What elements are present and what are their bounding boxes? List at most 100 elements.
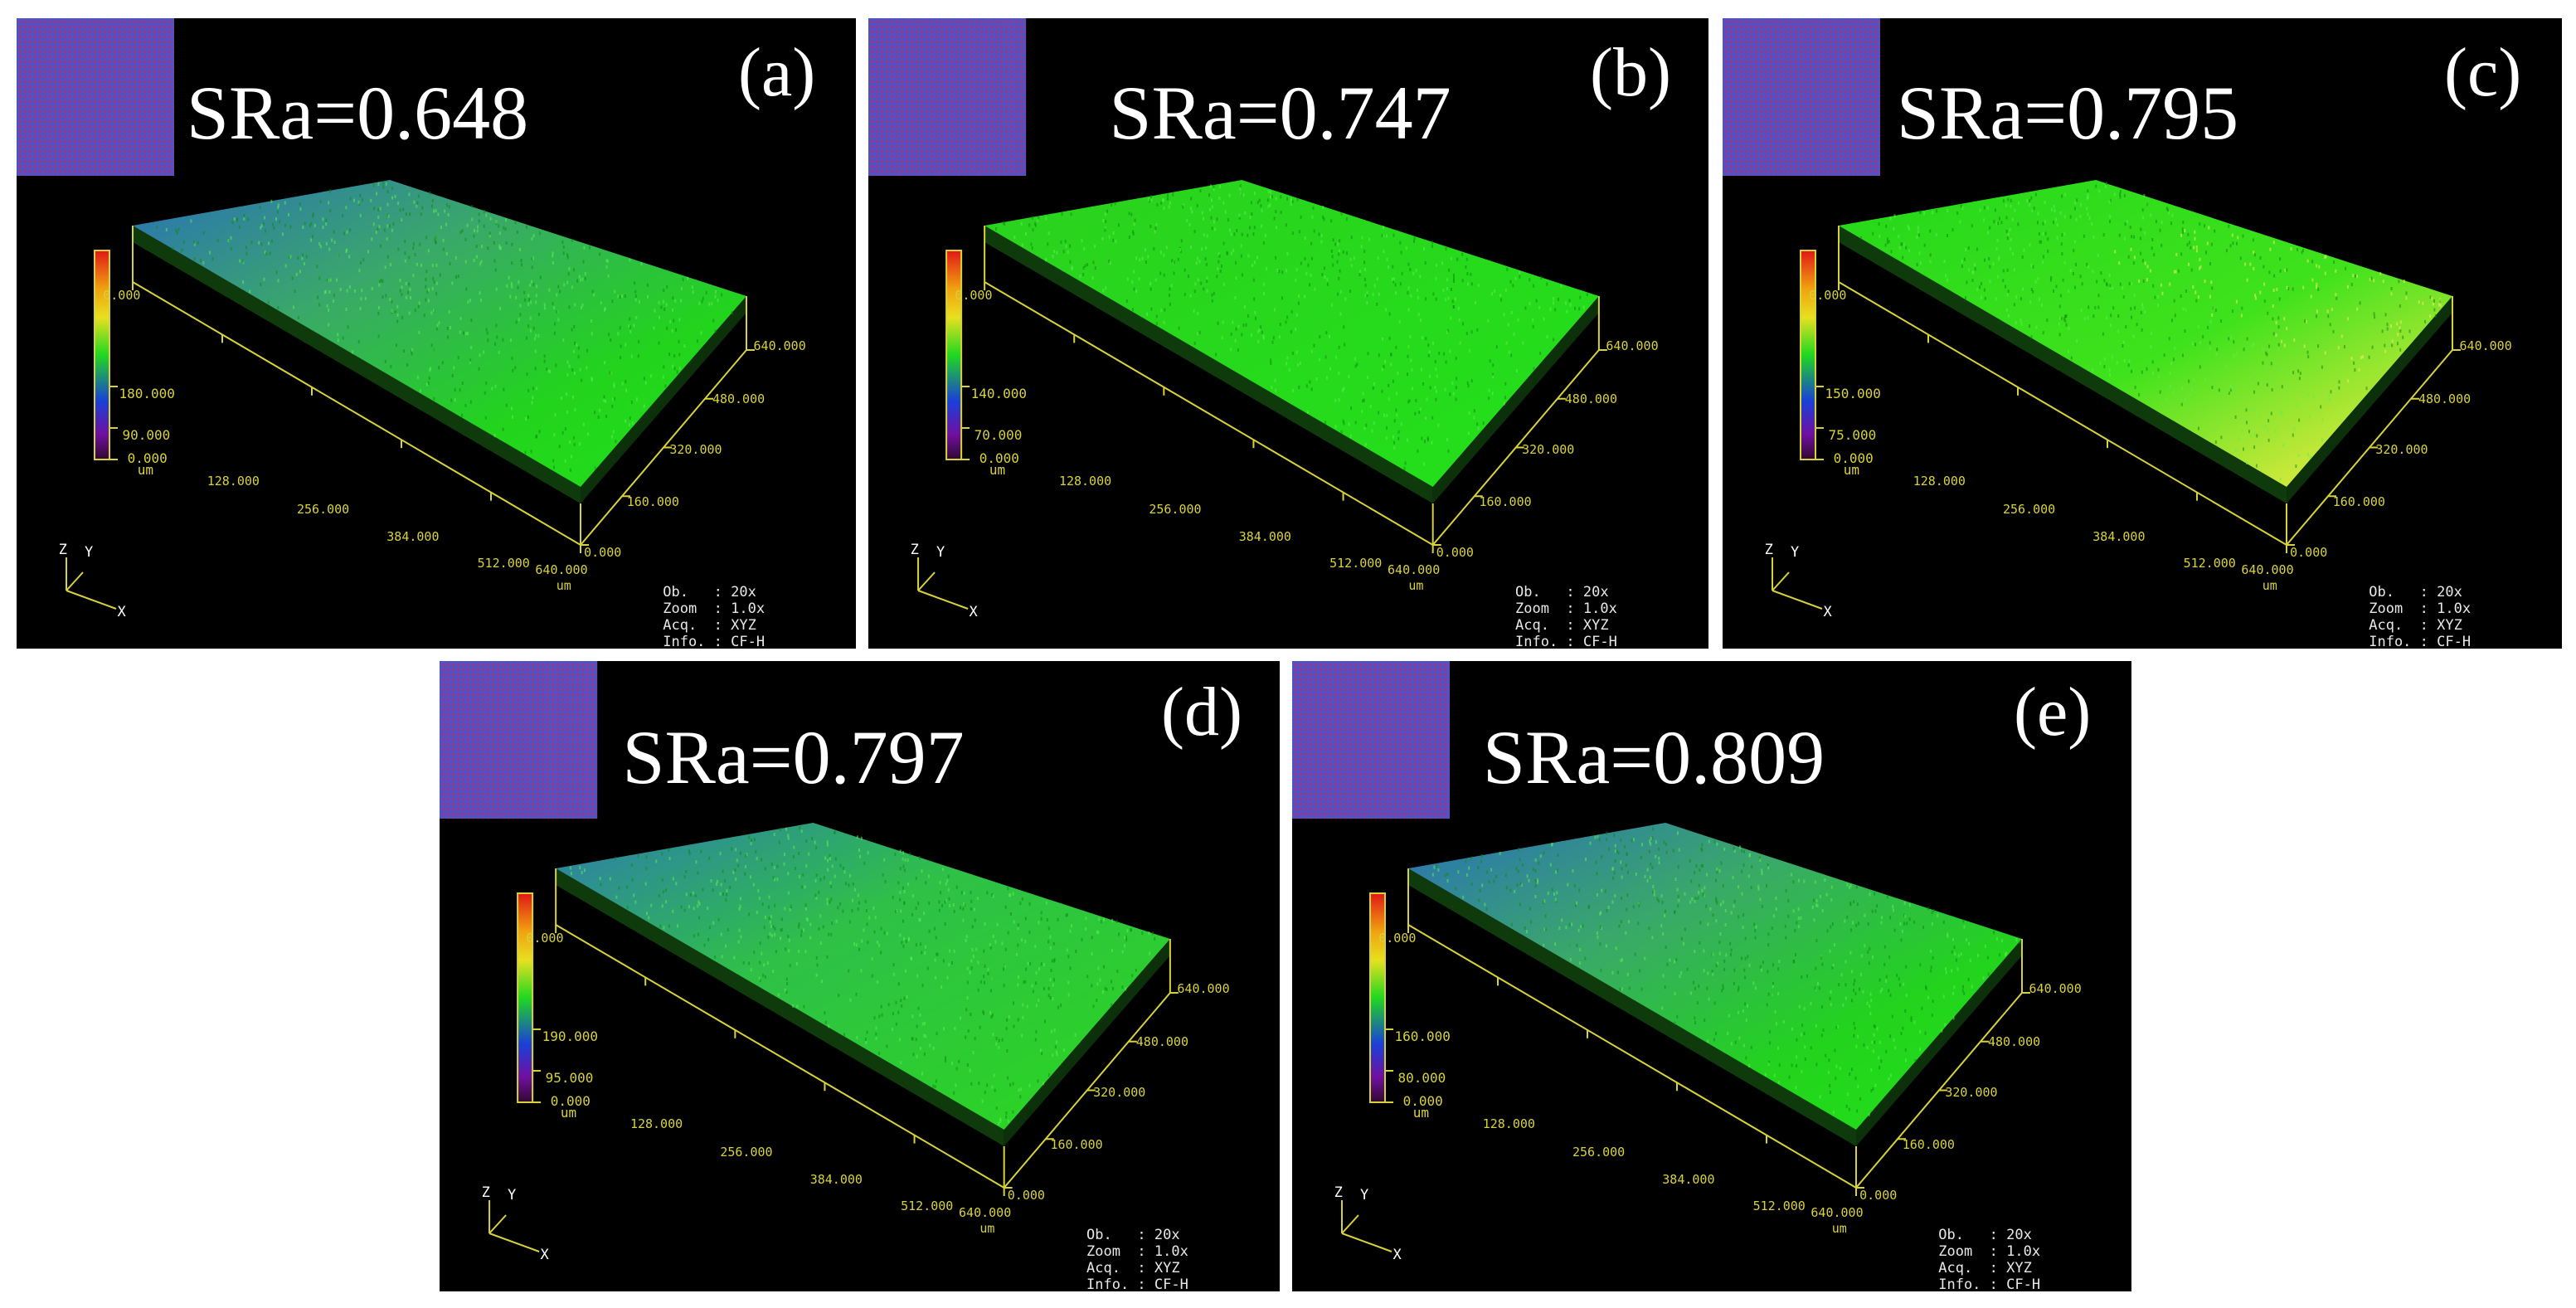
- scale-mid-label: 75.000: [1828, 427, 1877, 444]
- x-tick-label: 128.000: [629, 1116, 683, 1132]
- scale-top-label: 140.000: [970, 386, 1028, 402]
- y-tick-label: 480.000: [1564, 391, 1617, 406]
- axis-x-label: X: [1392, 1247, 1402, 1264]
- x-tick-label: 384.000: [809, 1171, 863, 1187]
- scale-zero-label: 0.000: [1833, 450, 1874, 467]
- panel-letter: (d): [1161, 673, 1242, 751]
- axis-z-label: Z: [910, 541, 919, 558]
- x-tick-label: 0.000: [103, 288, 141, 304]
- acquisition-info: Ob. : 20x Zoom : 1.0x Acq. : XYZ Info. :…: [1086, 1227, 1188, 1291]
- panel-letter: (e): [2014, 673, 2092, 751]
- y-tick-label: 160.000: [1902, 1136, 1955, 1152]
- scale-unit-label: um: [560, 1105, 577, 1121]
- color-scale-bar: [945, 250, 963, 460]
- scale-top-label: 150.000: [1825, 386, 1881, 402]
- axis-ticks: [132, 282, 755, 553]
- figure-panel-a: SRa=0.648 (a) 180.000 90.000 0.000 um 0.…: [17, 18, 856, 649]
- surface-texture: [1859, 182, 2442, 481]
- y-tick-label: 640.000: [2029, 981, 2082, 997]
- figure-panel-b: SRa=0.747 (b) 140.000 70.000 0.000 um 0.…: [868, 18, 1708, 649]
- surface-top: [1408, 823, 2022, 1130]
- x-tick-label: 128.000: [207, 474, 260, 489]
- x-tick-label: 256.000: [2003, 501, 2056, 517]
- panel-letter: (a): [738, 34, 816, 111]
- x-tick-label: 0.000: [955, 288, 993, 304]
- figure-panel-e: SRa=0.809 (e) 160.000 80.000 0.000 um 0.…: [1292, 661, 2131, 1291]
- x-tick-label: 256.000: [1149, 501, 1202, 517]
- x-tick-label: 384.000: [386, 528, 440, 544]
- scale-unit-label: um: [1412, 1105, 1429, 1121]
- axis-orientation-glyph: [1772, 557, 1823, 610]
- x-unit-label: um: [556, 577, 571, 593]
- axis-z-label: Z: [481, 1184, 490, 1201]
- axis-y-label: Y: [508, 1186, 517, 1203]
- surface-front-face: [984, 226, 1433, 503]
- axis-ticks: [555, 925, 1179, 1196]
- surface-right-face: [2287, 296, 2452, 503]
- axis-orientation-glyph: [917, 557, 969, 610]
- surface-plot: [1723, 18, 2461, 610]
- axis-y-label: Y: [936, 543, 945, 561]
- scale-mid-label: 80.000: [1397, 1070, 1446, 1087]
- x-tick-label: 256.000: [1572, 1144, 1626, 1160]
- scale-unit-label: um: [989, 462, 1006, 479]
- surface-texture: [995, 184, 1588, 470]
- x-tick-label: 384.000: [1238, 528, 1291, 544]
- y-tick-label: 640.000: [2459, 338, 2512, 354]
- x-tick-label: 512.000: [901, 1198, 954, 1213]
- axis-ticks: [1407, 925, 2030, 1196]
- y-tick-label: 480.000: [712, 391, 766, 406]
- y-tick-label: 160.000: [2332, 494, 2385, 509]
- y-tick-label: 480.000: [1987, 1033, 2041, 1049]
- x-tick-label: 640.000: [2241, 562, 2294, 577]
- y-tick-label: 0.000: [584, 545, 622, 561]
- y-tick-label: 320.000: [669, 442, 722, 458]
- x-tick-label: 512.000: [477, 555, 530, 571]
- y-tick-label: 480.000: [2418, 391, 2472, 406]
- inset-thumbnail: [1723, 18, 1880, 176]
- y-tick-label: 0.000: [1859, 1188, 1898, 1203]
- sra-value: SRa=0.797: [622, 715, 965, 800]
- scale-zero-label: 0.000: [979, 450, 1019, 467]
- surface-top: [1839, 180, 2452, 487]
- inset-thumbnail: [17, 18, 174, 176]
- scale-top-label: 180.000: [119, 386, 175, 402]
- surface-right-face: [581, 296, 746, 503]
- panel-letter: (b): [1590, 34, 1671, 111]
- x-tick-label: 512.000: [2183, 555, 2236, 571]
- panel-letter: (c): [2444, 34, 2522, 111]
- surface-right-face: [1432, 296, 1599, 503]
- sra-value: SRa=0.648: [186, 71, 529, 155]
- x-tick-label: 640.000: [959, 1204, 1012, 1220]
- inset-thumbnail: [868, 18, 1027, 176]
- axis-ticks: [1838, 282, 2461, 553]
- y-tick-label: 640.000: [1606, 338, 1659, 354]
- x-tick-label: 0.000: [1809, 288, 1847, 304]
- surface-plot: [868, 18, 1607, 610]
- axis-ticks: [984, 282, 1607, 553]
- scale-mid-label: 95.000: [545, 1070, 594, 1087]
- acquisition-info: Ob. : 20x Zoom : 1.0x Acq. : XYZ Info. :…: [663, 584, 766, 649]
- figure-panel-c: SRa=0.795 (c) 150.000 75.000 0.000 um 0.…: [1723, 18, 2562, 649]
- surface-right-face: [1856, 939, 2022, 1146]
- x-unit-label: um: [979, 1220, 995, 1236]
- x-tick-label: 640.000: [1810, 1204, 1864, 1220]
- x-tick-label: 128.000: [1913, 474, 1966, 489]
- surface-texture: [156, 181, 733, 472]
- inset-thumbnail: [1292, 661, 1450, 819]
- y-tick-label: 0.000: [2290, 545, 2328, 561]
- axis-orientation-glyph: [66, 557, 117, 610]
- surface-front-face: [133, 226, 581, 503]
- axis-orientation-glyph: [1341, 1200, 1392, 1252]
- color-scale-bar: [94, 250, 110, 460]
- axis-z-label: Z: [58, 541, 67, 558]
- x-tick-label: 256.000: [720, 1144, 773, 1160]
- scale-unit-label: um: [137, 462, 153, 479]
- x-tick-label: 640.000: [535, 562, 588, 577]
- color-scale-bar: [517, 892, 534, 1103]
- y-tick-label: 480.000: [1135, 1033, 1188, 1049]
- x-tick-label: 512.000: [1329, 555, 1383, 571]
- axis-x-label: X: [969, 604, 978, 621]
- axis-x-label: X: [117, 604, 126, 621]
- surface-top: [556, 823, 1170, 1130]
